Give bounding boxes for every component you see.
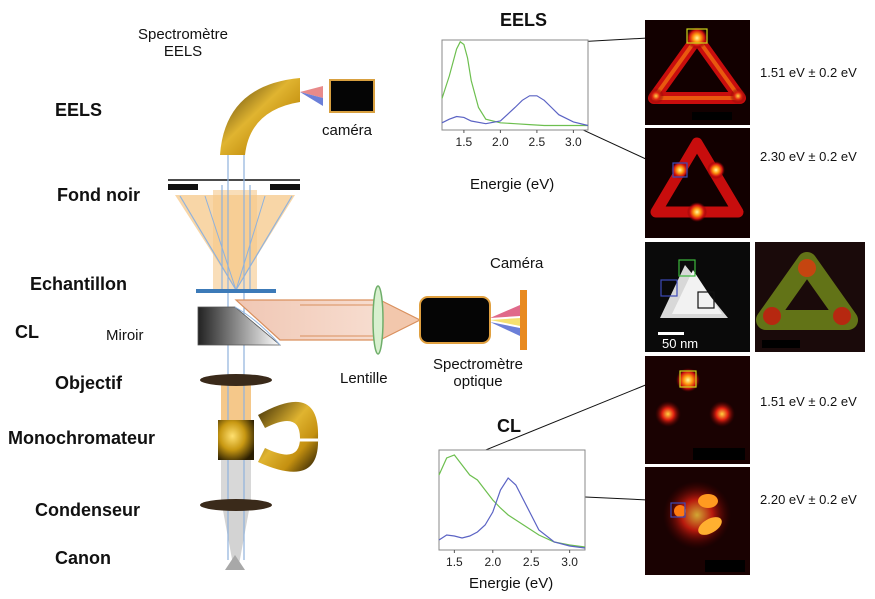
cl-chart-series-2 (438, 477, 586, 549)
eels-chart-plot-frame (441, 39, 589, 131)
dark-field-aperture-right (270, 184, 300, 190)
connector-cl-1 (465, 383, 649, 459)
energy-label-eels-1: 1.51 eV ± 0.2 eV (760, 65, 857, 80)
optical-camera (520, 290, 527, 350)
eels-chart-series-1 (441, 40, 588, 127)
eels-camera (329, 79, 375, 113)
echantillon-label: Echantillon (30, 274, 128, 294)
objective-lens (200, 374, 272, 386)
camera-big-label: Caméra (490, 255, 544, 272)
eels-chart-xtick-label-3: 2.5 (529, 135, 546, 149)
objectif-label: Objectif (55, 373, 123, 393)
monochromateur-label: Monochromateur (8, 428, 156, 448)
optical-red-ray (490, 305, 520, 318)
eels-label: EELS (55, 100, 103, 120)
beam-column-orange (221, 380, 251, 422)
energy-label-cl-1: 1.51 eV ± 0.2 eV (760, 394, 857, 409)
miroir-label: Miroir (106, 327, 144, 344)
optical-yellow-ray (490, 318, 520, 326)
eels-chart-series-2 (441, 95, 589, 127)
fond-noir-label: Fond noir (57, 185, 140, 205)
optical-blue-ray (490, 322, 520, 336)
cl-chart-series-1 (438, 454, 586, 548)
gun-beam (222, 505, 250, 570)
beam-column-grey (221, 455, 251, 505)
cl-chart-xtick-label-4: 3.0 (561, 555, 578, 569)
gun-tip (225, 555, 245, 570)
monochromator-loop (258, 401, 319, 472)
lentille-label: Lentille (340, 370, 388, 387)
eels-chart-xlabel: Energie (eV) (470, 176, 555, 193)
cl-spectrum-chart: 1.5 2.0 2.5 3.0 (438, 449, 586, 569)
canon-label: Canon (55, 548, 111, 568)
dark-field-cone (175, 195, 295, 290)
spectro-eels-label: Spectromètre EELS (137, 26, 229, 60)
eels-spectrometer-magnet (220, 78, 300, 155)
lentille-lens (372, 285, 384, 355)
eels-blue-ray (300, 92, 323, 106)
eels-chart-xtick-label-1: 1.5 (456, 135, 473, 149)
cl-chart-title: CL (497, 416, 521, 436)
optical-spectrometer (419, 296, 491, 344)
eels-chart-title: EELS (500, 10, 548, 30)
cl-chart-plot-frame (438, 449, 586, 551)
spectro-optique-label: Spectromètre optique (432, 356, 524, 390)
cl-chart-xtick-label-3: 2.5 (523, 555, 540, 569)
eels-chart-xtick-label-4: 3.0 (565, 135, 582, 149)
monochromator-block (218, 420, 254, 460)
condenseur-label: Condenseur (35, 500, 141, 520)
cl-chart-xlabel: Energie (eV) (469, 575, 554, 592)
dark-field-aperture-left (168, 184, 198, 190)
cl-chart-xtick-label-1: 1.5 (446, 555, 463, 569)
energy-label-eels-2: 2.30 eV ± 0.2 eV (760, 149, 857, 164)
cl-chart-xtick-label-2: 2.0 (484, 555, 501, 569)
cl-label: CL (15, 322, 39, 342)
energy-label-cl-2: 2.20 eV ± 0.2 eV (760, 492, 857, 507)
eels-red-ray (300, 86, 323, 98)
camera-small-label: caméra (322, 122, 373, 139)
eels-spectrum-chart: 1.5 2.0 2.5 3.0 (441, 39, 589, 149)
eels-chart-xtick-label-2: 2.0 (492, 135, 509, 149)
condenser-lens (200, 499, 272, 511)
scale-bar-label: 50 nm (662, 336, 699, 351)
